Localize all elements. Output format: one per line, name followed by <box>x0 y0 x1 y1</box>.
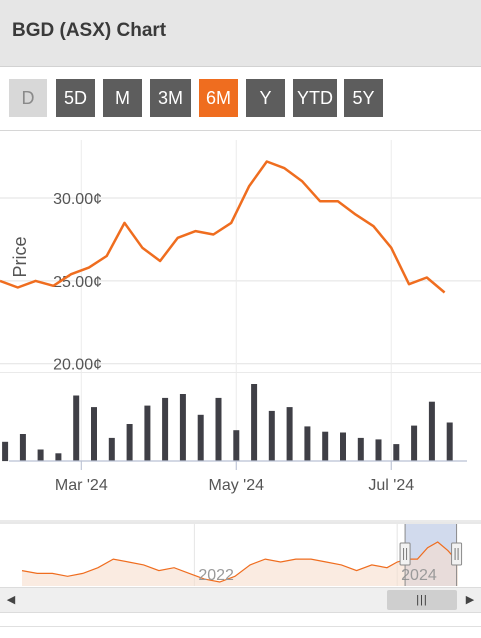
chart-header: BGD (ASX) Chart <box>0 0 481 67</box>
volume-bar <box>179 394 186 461</box>
volume-bar <box>126 424 133 461</box>
price-tick-label: 30.00¢ <box>53 191 102 208</box>
volume-bar <box>411 425 418 461</box>
y-axis-label: Price <box>10 236 30 277</box>
scroll-left-arrow-icon[interactable]: ◀ <box>6 594 16 606</box>
volume-bar <box>162 397 169 461</box>
volume-bar <box>375 439 382 461</box>
range-d-button[interactable]: D <box>9 79 47 117</box>
range-ytd-button[interactable]: YTD <box>293 79 337 117</box>
volume-bar <box>144 405 151 461</box>
volume-bar <box>233 430 240 461</box>
x-tick-label: May '24 <box>209 477 265 494</box>
volume-bar <box>340 432 346 461</box>
price-tick-label: 20.00¢ <box>53 357 102 372</box>
range-5d-button[interactable]: 5D <box>56 79 95 117</box>
volume-bar <box>304 426 311 461</box>
volume-bar <box>251 384 258 461</box>
range-6m-button[interactable]: 6M <box>199 79 238 117</box>
volume-bar <box>322 431 329 461</box>
volume-bar <box>37 449 44 461</box>
volume-bar <box>19 434 26 461</box>
volume-bar <box>91 407 97 461</box>
bottom-divider <box>0 626 481 627</box>
range-m-button[interactable]: M <box>103 79 142 117</box>
scroll-thumb[interactable]: ||| <box>387 590 457 610</box>
volume-bar <box>286 407 293 461</box>
range-3m-button[interactable]: 3M <box>150 79 191 117</box>
chart-title: BGD (ASX) Chart <box>12 20 167 41</box>
volume-bar <box>446 422 453 461</box>
volume-bar <box>108 437 115 461</box>
x-tick-label: Jul '24 <box>368 477 414 494</box>
volume-bar <box>393 444 400 461</box>
range-selector: D 5D M 3M 6M Y YTD 5Y <box>0 79 481 117</box>
range-5y-button[interactable]: 5Y <box>344 79 383 117</box>
volume-chart: Mar '24 May '24 Jul '24 <box>0 372 481 522</box>
volume-bar <box>197 414 204 461</box>
navigator-right-handle[interactable] <box>451 524 463 586</box>
volume-bar <box>215 397 222 461</box>
volume-bar <box>55 453 62 461</box>
navigator-left-handle[interactable] <box>399 524 411 586</box>
volume-bar <box>2 441 9 462</box>
price-series-line <box>0 160 446 294</box>
volume-bar <box>428 401 435 461</box>
navigator-scrollbar[interactable]: ◀ ||| ▶ <box>0 587 481 613</box>
navigator-year-label: 2022 <box>198 567 234 584</box>
divider <box>0 130 481 131</box>
navigator-area <box>22 542 458 586</box>
scroll-right-arrow-icon[interactable]: ▶ <box>465 594 475 606</box>
navigator-year-label: 2024 <box>401 567 437 584</box>
volume-bar <box>268 410 275 461</box>
volume-bar <box>357 437 364 461</box>
x-tick-label: Mar '24 <box>55 477 108 494</box>
volume-bar <box>73 395 80 461</box>
navigator[interactable]: 2022 2024 <box>0 522 481 587</box>
price-chart: 30.00¢25.00¢20.00¢ Price <box>0 140 481 372</box>
range-y-button[interactable]: Y <box>246 79 285 117</box>
